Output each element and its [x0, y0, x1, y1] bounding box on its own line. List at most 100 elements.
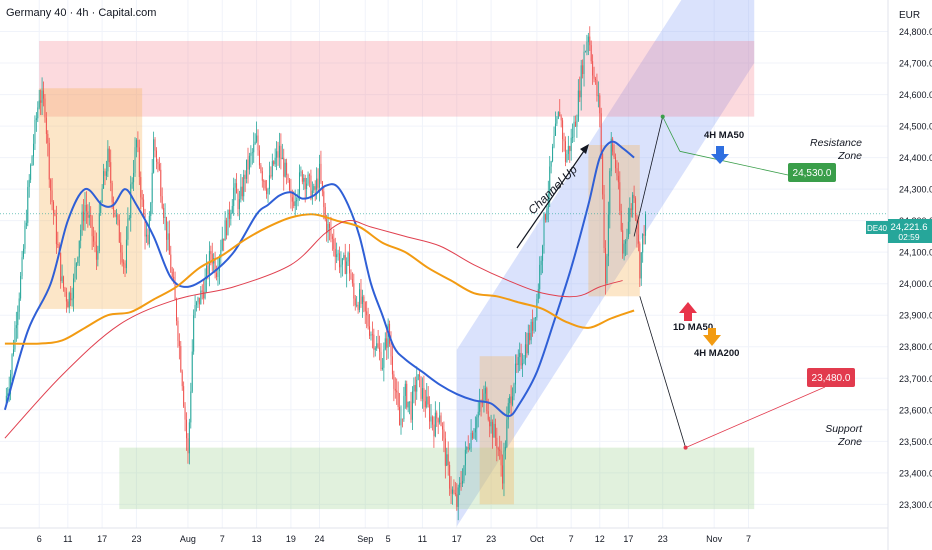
symbol-tag-text: DE40: [867, 224, 888, 233]
candle-body: [314, 186, 316, 190]
candle-body: [573, 121, 575, 138]
candle-body: [347, 252, 349, 262]
candle-body: [333, 238, 335, 249]
candle-body: [542, 245, 544, 261]
candle-body: [217, 271, 219, 277]
projection-up-leg: [633, 116, 664, 237]
candle-body: [73, 278, 75, 299]
candle-body: [157, 161, 159, 164]
candle-body: [288, 179, 290, 191]
candle-body: [574, 121, 576, 127]
candle-body: [519, 352, 521, 358]
candle-body: [32, 143, 35, 157]
candle-body: [77, 257, 79, 264]
candle-body: [151, 172, 153, 203]
candle-body: [35, 118, 37, 120]
x-tick-label: 23: [658, 534, 668, 544]
candle-body: [60, 252, 62, 282]
candle-body: [105, 171, 107, 176]
candle-body: [330, 228, 332, 237]
candle-body: [127, 218, 129, 240]
candle-body: [90, 215, 92, 217]
candle-body: [211, 254, 213, 264]
candle-body: [117, 215, 119, 220]
candle-body: [563, 139, 565, 142]
projection-up-point: [660, 114, 665, 119]
candle-body: [639, 243, 641, 279]
candle-body: [41, 90, 43, 103]
time-axis[interactable]: 6 11 17 23 Aug 7 13 19 24 Sep 5 11 17 23 Oct 7 12 17 23 Nov…: [37, 534, 751, 544]
candle-body: [374, 348, 376, 350]
candle-body: [167, 233, 169, 240]
candle-body: [128, 217, 130, 219]
x-tick-label: 17: [97, 534, 107, 544]
candle-body: [264, 180, 266, 189]
candle-body: [559, 112, 561, 117]
candle-body: [436, 412, 438, 419]
candle-body: [380, 351, 382, 369]
candle-body: [320, 163, 322, 182]
candle-body: [25, 222, 27, 226]
candle-body: [364, 302, 366, 312]
candle-body: [533, 317, 535, 331]
candle-body: [530, 321, 532, 341]
grid-lines: [0, 0, 888, 528]
candle-body: [344, 255, 346, 274]
candle-body: [57, 244, 59, 245]
candle-body: [93, 236, 95, 242]
candle-body: [477, 411, 479, 418]
candle-body: [579, 90, 581, 98]
candle-body: [108, 148, 110, 163]
ma200-4h-line: [4, 213, 635, 345]
candle-body: [150, 202, 152, 217]
candle-body: [284, 162, 286, 177]
candle-body: [331, 236, 333, 239]
candle-body: [24, 225, 26, 249]
candle-body: [592, 61, 594, 76]
candle-body: [100, 202, 102, 213]
y-tick-label: 24,600.0: [899, 90, 932, 100]
candle-body: [197, 297, 199, 303]
candle-body: [220, 250, 222, 258]
candle-body: [256, 135, 258, 142]
candle-body: [609, 171, 611, 215]
candle-body: [391, 356, 393, 375]
candle-body: [334, 248, 336, 258]
candle-body: [506, 419, 508, 447]
candle-body: [317, 178, 319, 188]
y-tick-label: 24,800.0: [899, 27, 932, 37]
candle-body: [268, 175, 270, 189]
candle-body: [243, 174, 245, 197]
x-tick-label: 7: [220, 534, 225, 544]
candle-body: [451, 489, 453, 494]
y-tick-label: 24,700.0: [899, 59, 932, 69]
candle-body: [115, 215, 117, 217]
candle-body: [207, 265, 209, 274]
candle-body: [280, 145, 282, 160]
x-tick-label: 7: [569, 534, 574, 544]
candle-body: [290, 190, 292, 198]
candle-body: [10, 373, 12, 390]
candle-body: [427, 396, 429, 405]
candle-body: [369, 326, 371, 336]
candle-body: [276, 151, 278, 158]
candle-body: [640, 252, 642, 279]
current-price-tag: [888, 219, 932, 243]
x-tick-label: 23: [131, 534, 141, 544]
candle-body: [437, 418, 439, 423]
candle-body: [318, 163, 321, 188]
candle-body: [587, 36, 589, 43]
candle-body: [554, 123, 556, 136]
candle-body: [615, 157, 617, 169]
candle-body: [354, 298, 356, 306]
candle-body: [419, 374, 421, 377]
candle-body: [580, 65, 582, 98]
support-zone-label-2: Zone: [837, 436, 862, 448]
candle-body: [502, 465, 504, 484]
candle-body: [430, 416, 432, 422]
candle-body: [54, 213, 56, 216]
candle-body: [84, 204, 86, 222]
candle-body: [376, 343, 378, 349]
y-tick-label: 24,000.0: [899, 279, 932, 289]
